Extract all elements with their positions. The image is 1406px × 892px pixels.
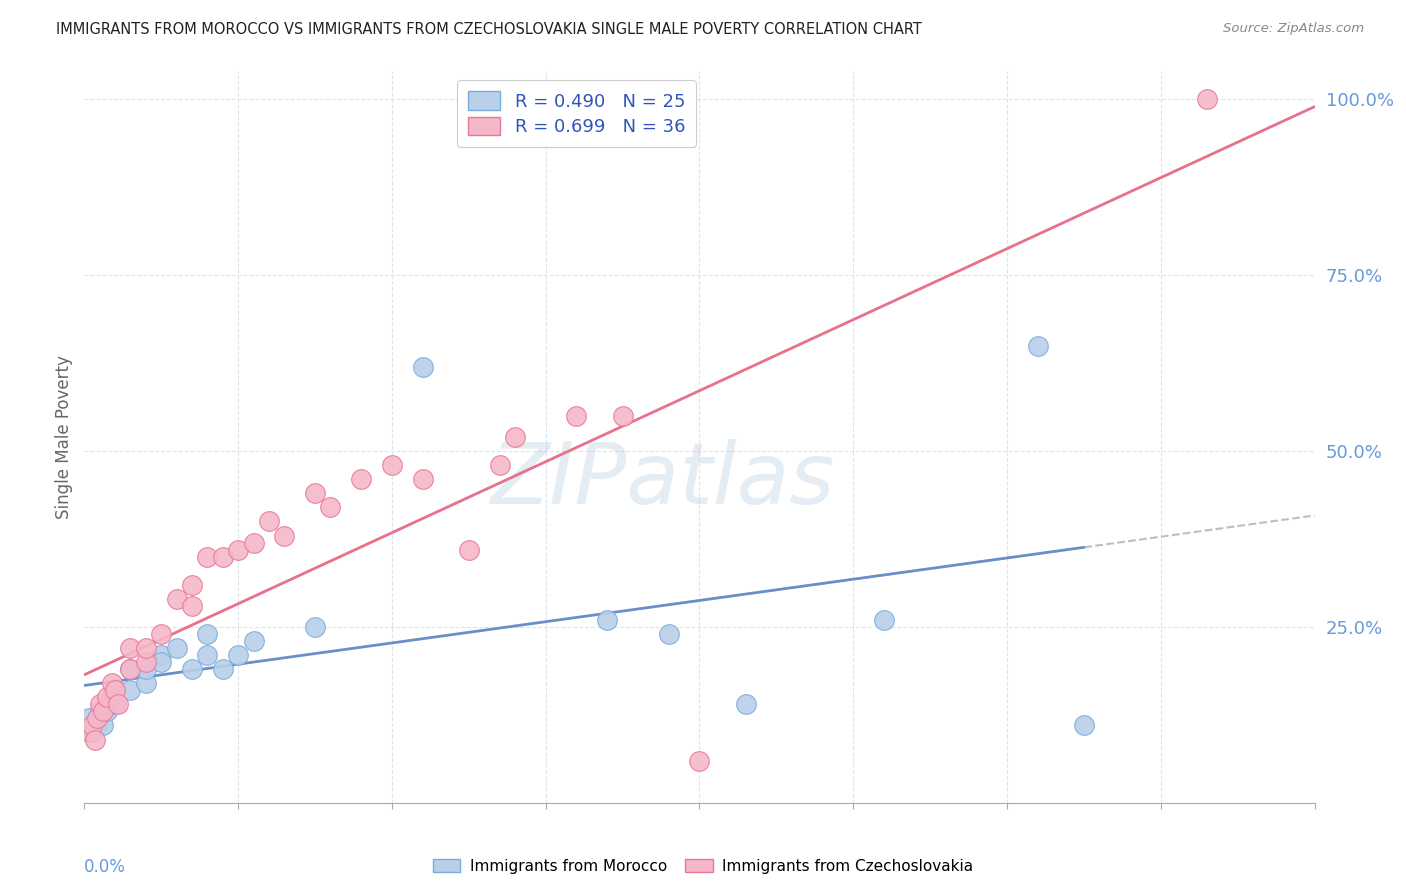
Point [84, 732, 107, 747]
Point [96, 690, 118, 705]
Point [89, 705, 111, 719]
Point [211, 662, 233, 676]
Point [197, 549, 219, 564]
Point [304, 486, 326, 500]
Point [135, 641, 157, 656]
Point [104, 683, 127, 698]
Point [565, 409, 588, 423]
Point [197, 648, 219, 662]
Point [80, 725, 103, 739]
Point [257, 515, 280, 529]
Point [91, 705, 114, 719]
Text: ZIPatlas: ZIPatlas [491, 440, 835, 523]
Point [226, 542, 249, 557]
Point [873, 613, 896, 627]
Point [319, 500, 342, 515]
Point [104, 683, 127, 698]
Point [135, 676, 157, 690]
Point [304, 620, 326, 634]
Text: Source: ZipAtlas.com: Source: ZipAtlas.com [1223, 22, 1364, 36]
Point [242, 535, 264, 549]
Point [104, 698, 127, 712]
Point [150, 627, 173, 641]
Point [211, 549, 233, 564]
Point [412, 472, 434, 486]
Point [96, 705, 118, 719]
Point [457, 542, 479, 557]
Y-axis label: Single Male Poverty: Single Male Poverty [55, 355, 73, 519]
Point [135, 655, 157, 669]
Point [120, 662, 142, 676]
Point [120, 641, 142, 656]
Point [181, 599, 204, 613]
Point [120, 662, 142, 676]
Point [381, 458, 404, 473]
Point [503, 430, 526, 444]
Point [1073, 718, 1095, 732]
Point [242, 634, 264, 648]
Point [107, 698, 129, 712]
Point [658, 627, 681, 641]
Point [1026, 339, 1049, 353]
Point [612, 409, 634, 423]
Point [89, 698, 111, 712]
Point [101, 690, 124, 705]
Point [77, 725, 100, 739]
Point [226, 648, 249, 662]
Point [77, 711, 100, 725]
Point [181, 662, 204, 676]
Point [86, 718, 108, 732]
Point [120, 683, 142, 698]
Text: IMMIGRANTS FROM MOROCCO VS IMMIGRANTS FROM CZECHOSLOVAKIA SINGLE MALE POVERTY CO: IMMIGRANTS FROM MOROCCO VS IMMIGRANTS FR… [56, 22, 922, 37]
Legend: Immigrants from Morocco, Immigrants from Czechoslovakia: Immigrants from Morocco, Immigrants from… [427, 853, 979, 880]
Point [101, 676, 124, 690]
Point [86, 711, 108, 725]
Point [734, 698, 756, 712]
Point [150, 655, 173, 669]
Point [1195, 93, 1218, 107]
Point [181, 578, 204, 592]
Point [197, 627, 219, 641]
Point [91, 718, 114, 732]
Point [273, 528, 295, 542]
Point [412, 359, 434, 374]
Point [488, 458, 510, 473]
Point [150, 648, 173, 662]
Point [689, 754, 711, 768]
Point [80, 718, 103, 732]
Point [166, 641, 188, 656]
Legend: R = 0.490   N = 25, R = 0.699   N = 36: R = 0.490 N = 25, R = 0.699 N = 36 [457, 80, 696, 147]
Text: 0.0%: 0.0% [84, 858, 127, 876]
Point [596, 613, 619, 627]
Point [135, 662, 157, 676]
Point [350, 472, 373, 486]
Point [166, 591, 188, 606]
